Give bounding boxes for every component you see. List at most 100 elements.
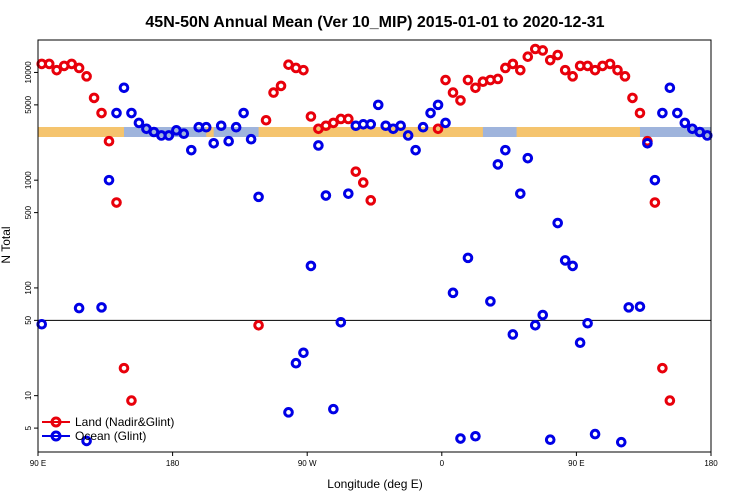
ocean-point — [447, 287, 459, 299]
legend: Land (Nadir&Glint) Ocean (Glint) — [42, 415, 174, 443]
land-point — [627, 92, 638, 104]
data-points — [36, 43, 713, 448]
ocean-point — [111, 107, 122, 119]
land-point — [66, 58, 77, 70]
x-tick-label: 0 — [440, 459, 445, 468]
y-tick-label: 5000 — [24, 95, 33, 113]
y-axis-label: N Total — [0, 226, 13, 263]
ocean-point — [230, 121, 242, 133]
ocean-point — [500, 144, 511, 156]
ocean-point — [200, 121, 212, 133]
ocean-point — [103, 174, 115, 186]
ocean-point — [455, 433, 466, 444]
ocean-point — [81, 435, 92, 447]
x-tick-label: 90 E — [568, 459, 584, 468]
y-tick-label: 1000 — [24, 171, 33, 189]
land-point — [357, 177, 369, 188]
ocean-point — [238, 107, 249, 119]
ocean-point — [223, 135, 234, 147]
ocean-point — [178, 128, 190, 140]
x-tick-label: 180 — [166, 459, 180, 468]
ocean-point — [343, 188, 354, 199]
ocean-point — [679, 117, 691, 129]
ocean-point — [313, 140, 324, 151]
x-tick-label: 90 W — [298, 459, 317, 468]
legend-label-land: Land (Nadir&Glint) — [75, 415, 174, 429]
coverage-band — [38, 126, 711, 137]
ocean-point — [372, 99, 384, 111]
ocean-point — [552, 217, 564, 229]
land-point — [111, 197, 122, 208]
land-point — [365, 195, 377, 206]
land-point — [447, 87, 459, 98]
land-point — [253, 319, 264, 331]
ocean-point — [283, 407, 294, 418]
land-point — [582, 60, 593, 72]
ocean-point — [567, 260, 578, 272]
y-tick-label: 10000 — [24, 61, 33, 84]
land-point — [604, 58, 616, 70]
land-point — [515, 64, 526, 76]
ocean-point — [245, 133, 257, 145]
legend-marker-land — [50, 416, 62, 428]
land-point — [552, 49, 564, 61]
land-point — [612, 64, 623, 76]
legend-label-ocean: Ocean (Glint) — [75, 429, 146, 443]
ocean-point — [185, 144, 197, 156]
land-point — [126, 395, 137, 406]
ocean-point — [305, 260, 317, 272]
ocean-point — [537, 309, 549, 321]
land-point — [350, 166, 362, 177]
ocean-point — [402, 130, 414, 141]
land-point — [275, 80, 287, 92]
coverage-band-land — [38, 126, 711, 137]
land-point — [537, 45, 549, 56]
ocean-point — [544, 434, 556, 446]
ocean-point — [515, 188, 526, 199]
ocean-point — [657, 107, 668, 119]
y-tick-label: 50 — [24, 315, 33, 324]
land-point — [73, 62, 85, 74]
land-point — [81, 71, 92, 82]
series-land — [36, 43, 676, 406]
ocean-point — [432, 99, 444, 111]
ocean-point — [649, 174, 661, 186]
land-point — [103, 135, 115, 147]
ocean-point — [623, 302, 635, 313]
ocean-point — [574, 337, 586, 349]
land-point — [589, 64, 601, 76]
land-point — [343, 113, 354, 125]
coverage-band-ocean — [639, 126, 711, 137]
land-point — [500, 62, 511, 74]
ocean-point — [298, 347, 309, 359]
land-point — [507, 58, 519, 70]
ocean-point — [395, 120, 406, 132]
ocean-point — [589, 428, 601, 440]
ocean-point — [73, 302, 85, 314]
land-point — [455, 95, 466, 106]
land-point — [559, 64, 571, 76]
coverage-band-ocean — [482, 126, 517, 137]
land-point — [328, 117, 339, 129]
land-point — [96, 107, 107, 119]
ocean-point — [410, 144, 421, 156]
ocean-point — [507, 329, 519, 340]
ocean-point — [126, 107, 137, 119]
ocean-point — [559, 255, 571, 266]
ocean-point — [425, 107, 436, 119]
ocean-point — [215, 120, 227, 132]
ocean-point — [522, 152, 534, 164]
series-ocean — [36, 82, 713, 448]
ocean-point — [320, 190, 332, 201]
ocean-point — [290, 357, 302, 369]
y-tick-label: 5 — [24, 425, 33, 430]
land-point — [260, 114, 272, 126]
y-tick-label: 10 — [24, 391, 33, 400]
ocean-point — [492, 159, 504, 170]
legend-marker-ocean — [50, 430, 62, 442]
ocean-point — [529, 319, 541, 331]
land-point — [649, 197, 661, 208]
ocean-point — [328, 403, 339, 415]
ocean-point — [672, 107, 683, 119]
